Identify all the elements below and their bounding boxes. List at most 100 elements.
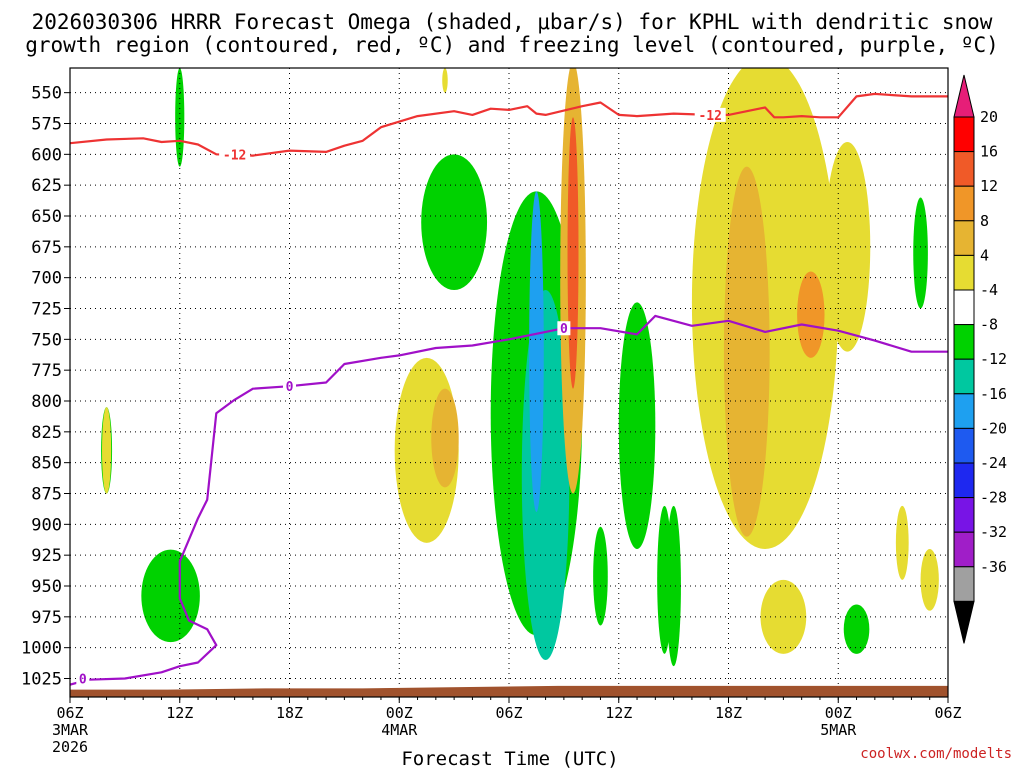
x-tick-label-6: 18Z	[715, 704, 742, 722]
omega-region-up-10	[529, 191, 544, 513]
pressure-axis: 550 575 600 625 650 675 700 725 750 775 800 825 850 8…	[21, 84, 70, 690]
omega-region-down-1	[442, 68, 448, 93]
y-tick-label-650: 650	[31, 207, 62, 227]
colorbar-box-8	[953, 393, 975, 429]
y-tick-label-900: 900	[31, 515, 62, 535]
contour-label-bg-1-1	[283, 379, 296, 394]
omega-region-down-15	[723, 166, 770, 537]
colorbar-label-6: -8	[980, 316, 998, 334]
colorbar-label-5: -4	[980, 281, 998, 299]
colorbar-box-0	[953, 116, 975, 153]
colorbar-label-11: -28	[980, 489, 1007, 507]
colorbar-box-12	[953, 531, 975, 568]
y-tick-label-700: 700	[31, 269, 62, 289]
x-tick-label-1: 12Z	[166, 704, 193, 722]
contour-label-1-0: 0	[79, 673, 87, 688]
contour-line-1	[70, 314, 948, 686]
colorbar-box-4	[953, 254, 975, 291]
x-tick-day-0: 3MAR	[52, 721, 89, 739]
omega-region-up-20	[843, 604, 870, 654]
colorbar-box-5	[953, 289, 975, 326]
contour-label-bg-1-0	[76, 671, 90, 686]
contour-label-bg-0-1	[694, 107, 726, 122]
contour-label-0-0: -12	[223, 148, 246, 163]
colorbar-label-7: -12	[980, 350, 1007, 368]
contour-label-1-2: 0	[560, 322, 568, 337]
y-tick-label-725: 725	[31, 300, 62, 320]
omega-region-down-24	[920, 549, 939, 611]
colorbar-label-3: 8	[980, 212, 989, 230]
x-axis-label: Forecast Time (UTC)	[401, 748, 618, 768]
x-tick-label-2: 18Z	[276, 704, 303, 722]
y-tick-label-875: 875	[31, 485, 62, 505]
colorbar-label-1: 16	[980, 143, 998, 161]
colorbar-label-8: -16	[980, 385, 1007, 403]
colorbar-box-3	[953, 220, 975, 256]
y-tick-label-950: 950	[31, 577, 62, 597]
terrain-surface	[70, 685, 948, 697]
y-tick-label-575: 575	[31, 115, 62, 135]
y-tick-label-925: 925	[31, 546, 62, 566]
x-tick-year-0: 2026	[52, 738, 88, 756]
y-tick-label-625: 625	[31, 176, 62, 196]
colorbar-box-7	[953, 358, 975, 395]
colorbar-box-13	[953, 566, 975, 602]
chart-title-line-1: 2026030306 HRRR Forecast Omega (shaded, …	[32, 10, 993, 34]
colorbar-label-0: 20	[980, 108, 998, 126]
x-tick-label-5: 12Z	[605, 704, 632, 722]
y-tick-label-850: 850	[31, 454, 62, 474]
terrain-fill	[70, 685, 948, 697]
colorbar-label-13: -36	[980, 558, 1007, 576]
y-tick-label-600: 600	[31, 145, 62, 165]
omega-region-down-18	[824, 142, 871, 352]
y-tick-label-1000: 1000	[21, 639, 62, 659]
colorbar-label-9: -20	[980, 419, 1007, 437]
omega-region-up-5	[421, 154, 488, 290]
colorbar-label-10: -24	[980, 454, 1007, 472]
contour-label-1-1: 0	[286, 380, 294, 395]
contour-label-bg-0-0	[219, 147, 251, 162]
x-tick-label-4: 06Z	[495, 704, 522, 722]
contour-lines: -12 -12 0 0 0	[70, 92, 948, 688]
omega-region-down-19	[760, 579, 807, 654]
colorbar-label-12: -32	[980, 523, 1007, 541]
omega-region-up-13	[618, 302, 656, 549]
credit-link[interactable]: coolwx.com/modelts	[860, 746, 1012, 762]
omega-region-down-16	[797, 271, 825, 358]
omega-region-up-23	[593, 526, 608, 626]
colorbar-box-6	[953, 324, 975, 360]
x-tick-label-3: 00Z	[386, 704, 413, 722]
colorbar-box-10	[953, 462, 975, 499]
colorbar-box-9	[953, 427, 975, 464]
y-tick-label-775: 775	[31, 361, 62, 381]
omega-region-up-17	[913, 197, 928, 309]
colorbar-box-2	[953, 185, 975, 222]
colorbar-top-arrow	[953, 74, 975, 118]
contour-label-bg-1-2	[557, 321, 571, 336]
omega-region-down-7	[431, 388, 459, 488]
y-tick-label-825: 825	[31, 423, 62, 443]
chart-title-line-2: growth region (contoured, red, ºC) and f…	[25, 33, 999, 57]
colorbar: 20 16 12 8 4 -4 -8 -12 -16 -20 -24 -28 -32 -36	[953, 74, 1007, 644]
y-tick-label-550: 550	[31, 84, 62, 104]
x-tick-label-8: 06Z	[934, 704, 961, 722]
colorbar-label-2: 12	[980, 177, 998, 195]
x-tick-label-7: 00Z	[825, 704, 852, 722]
omega-region-down-12	[567, 117, 579, 389]
omega-region-up-0	[175, 68, 185, 167]
y-tick-label-1025: 1025	[21, 670, 62, 690]
contour-label-0-1: -12	[698, 109, 721, 124]
x-tick-label-0: 06Z	[56, 704, 83, 722]
colorbar-bottom-arrow	[953, 600, 975, 644]
y-tick-label-800: 800	[31, 392, 62, 412]
omega-region-down-25	[895, 505, 909, 580]
omega-region-down-3	[102, 407, 112, 494]
y-tick-label-675: 675	[31, 238, 62, 258]
omega-region-up-22	[657, 505, 672, 654]
y-tick-label-975: 975	[31, 608, 62, 628]
colorbar-label-4: 4	[980, 246, 989, 264]
x-tick-day-3: 4MAR	[381, 721, 418, 739]
omega-region-up-4	[141, 549, 200, 643]
